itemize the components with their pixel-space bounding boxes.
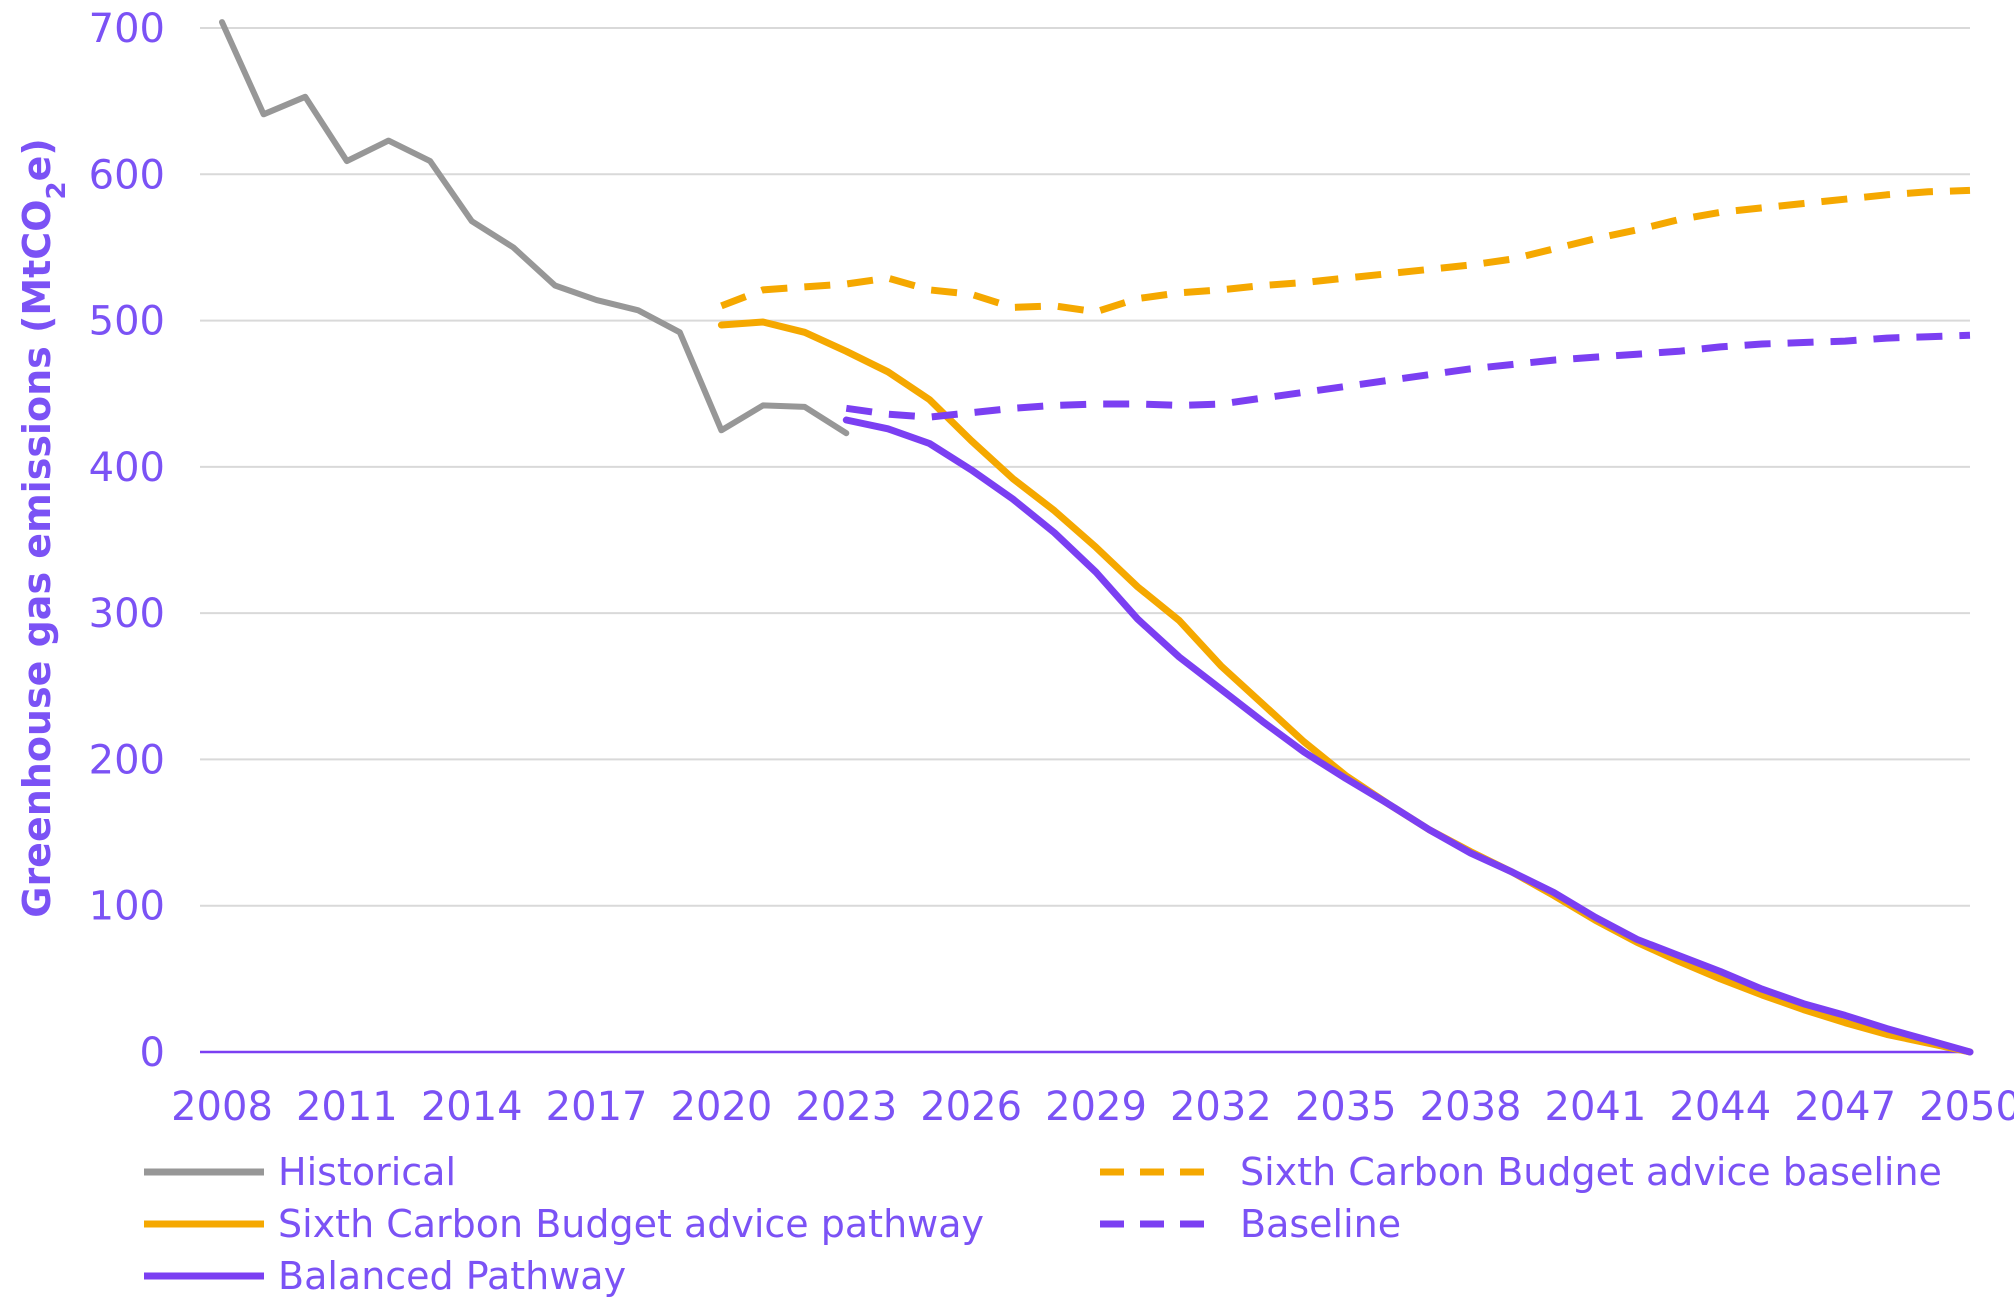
y-axis-label: Greenhouse gas emissions (MtCO2e)	[15, 138, 72, 918]
x-tick-label: 2032	[1170, 1084, 1272, 1130]
y-tick-label: 300	[89, 591, 165, 637]
y-tick-label: 600	[89, 152, 165, 198]
series-lines	[219, 19, 1974, 1056]
y-tick-label: 400	[89, 445, 165, 491]
y-tick-label: 0	[140, 1030, 165, 1076]
x-tick-label: 2011	[296, 1084, 398, 1130]
x-tick-label: 2023	[795, 1084, 897, 1130]
legend-label: Historical	[278, 1150, 456, 1194]
x-axis-ticks: 2008 2011 2014 2017 2020 2023 2026 2029 2032 2035…	[171, 1084, 2014, 1130]
x-tick-label: 2035	[1295, 1084, 1397, 1130]
y-tick-label: 200	[89, 737, 165, 783]
x-tick-label: 2026	[920, 1084, 1022, 1130]
legend: Historical Sixth Carbon Budget advice pat…	[144, 1150, 1942, 1298]
grid-lines	[200, 27, 1970, 1054]
x-tick-label: 2041	[1545, 1084, 1647, 1130]
x-tick-label: 2014	[421, 1084, 523, 1130]
x-tick-label: 2050	[1919, 1084, 2014, 1130]
x-tick-label: 2044	[1669, 1084, 1771, 1130]
series-line	[720, 186, 1971, 316]
x-tick-label: 2038	[1420, 1084, 1522, 1130]
series-line	[842, 416, 1974, 1056]
x-tick-label: 2017	[546, 1084, 648, 1130]
x-tick-label: 2047	[1794, 1084, 1896, 1130]
series-line	[845, 331, 1971, 421]
y-axis-ticks: 0 100 200 300 400 500 600 700	[89, 6, 165, 1076]
legend-label: Sixth Carbon Budget advice pathway	[278, 1202, 984, 1246]
x-tick-label: 2029	[1045, 1084, 1147, 1130]
x-tick-label: 2008	[171, 1084, 273, 1130]
y-tick-label: 100	[89, 884, 165, 930]
y-tick-label: 500	[89, 299, 165, 345]
y-tick-label: 700	[89, 6, 165, 52]
legend-label: Sixth Carbon Budget advice baseline	[1240, 1150, 1942, 1194]
series-line	[717, 318, 1974, 1056]
legend-label: Baseline	[1240, 1202, 1401, 1246]
series-line	[219, 19, 850, 437]
legend-label: Balanced Pathway	[278, 1254, 626, 1298]
x-tick-label: 2020	[671, 1084, 773, 1130]
